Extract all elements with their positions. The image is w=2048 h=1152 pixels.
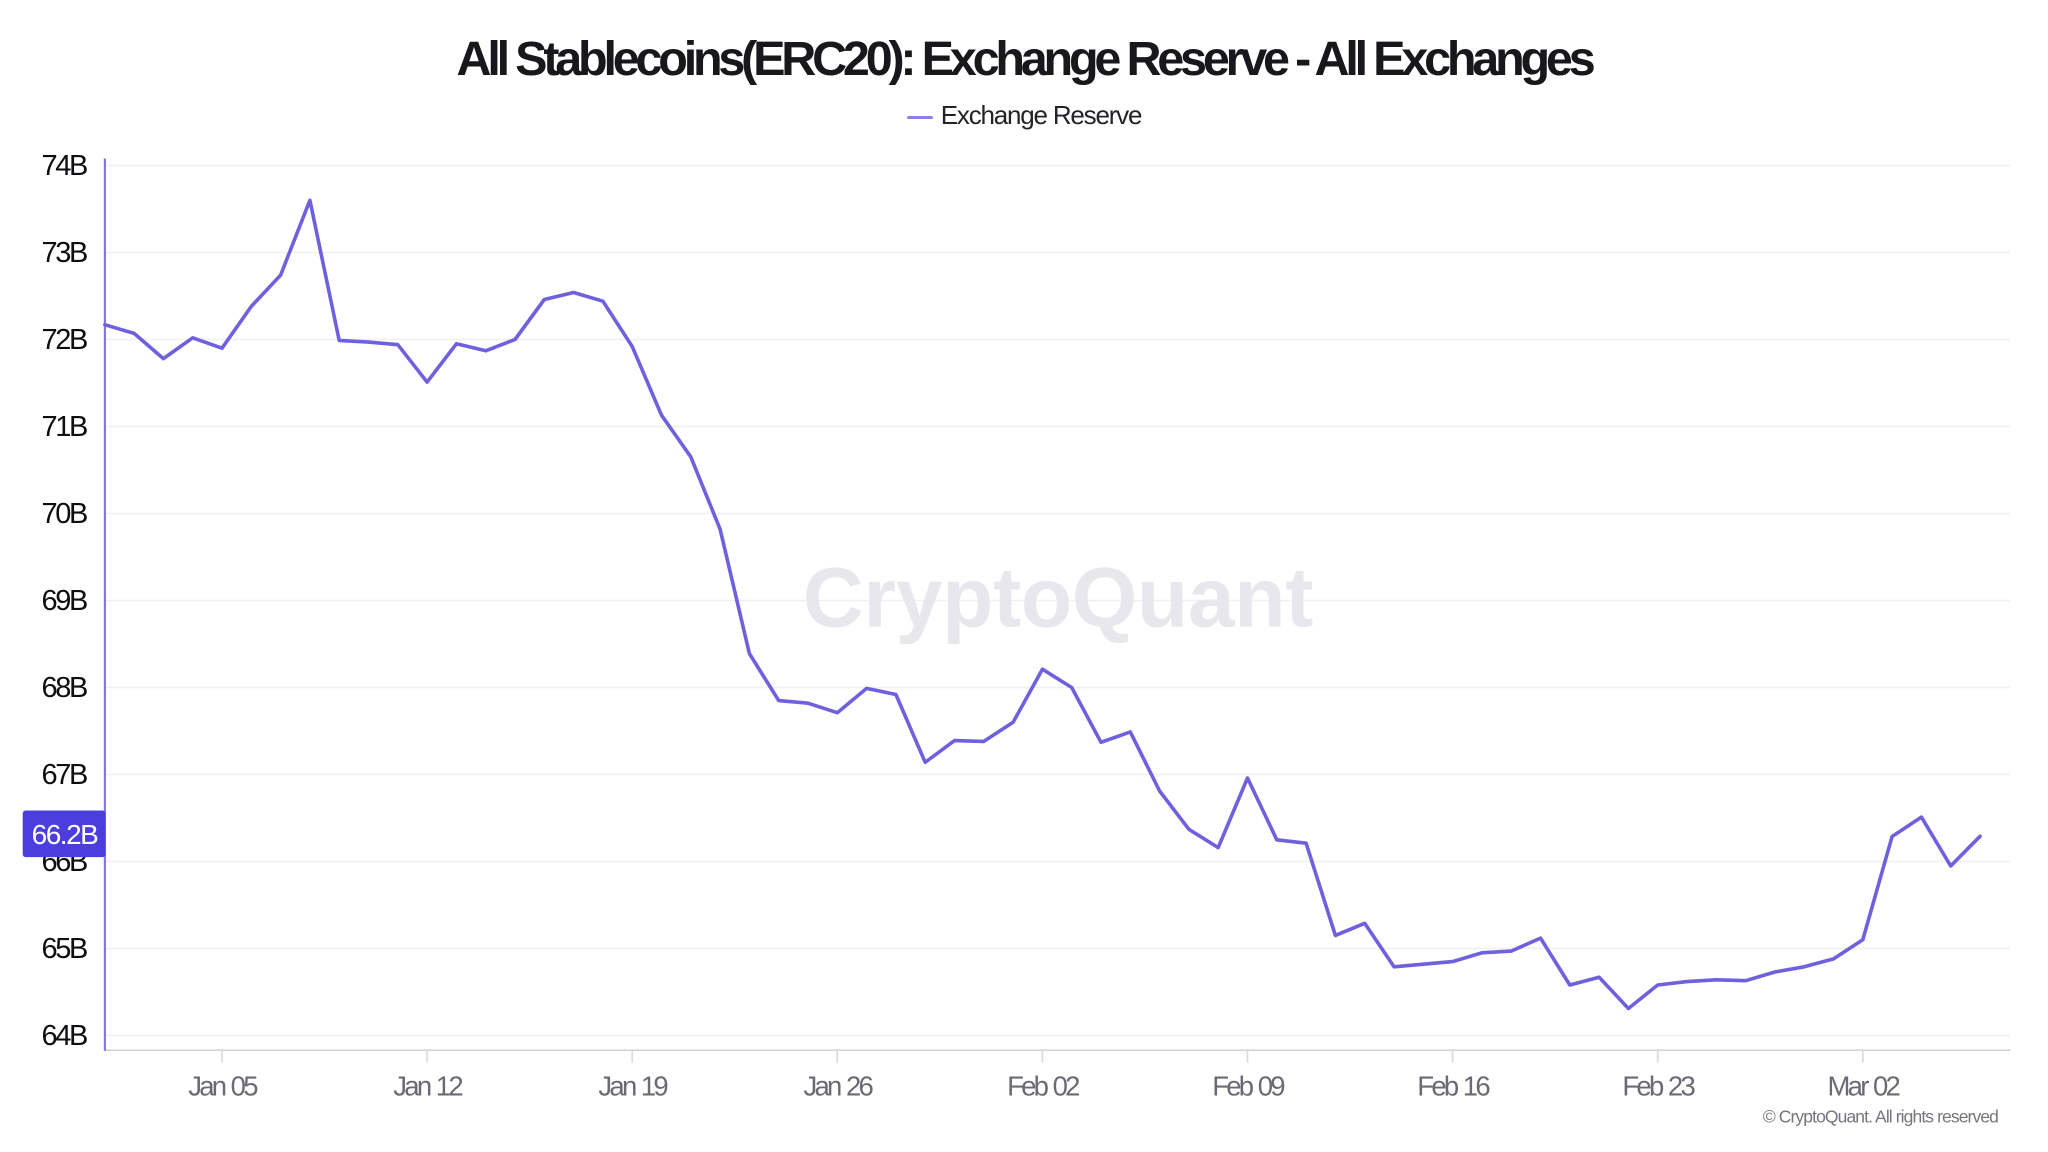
- svg-text:Jan 05: Jan 05: [188, 1071, 258, 1102]
- svg-text:CryptoQuant: CryptoQuant: [803, 551, 1313, 645]
- svg-text:Feb 16: Feb 16: [1417, 1071, 1490, 1102]
- svg-text:65B: 65B: [41, 933, 87, 965]
- svg-text:69B: 69B: [41, 585, 87, 617]
- svg-text:Feb 02: Feb 02: [1007, 1071, 1079, 1102]
- svg-text:Jan 12: Jan 12: [393, 1071, 462, 1102]
- svg-text:© CryptoQuant. All rights rese: © CryptoQuant. All rights reserved: [1763, 1107, 1998, 1127]
- svg-text:71B: 71B: [41, 411, 87, 443]
- svg-text:64B: 64B: [41, 1020, 87, 1052]
- svg-text:66.2B: 66.2B: [32, 819, 98, 850]
- svg-text:70B: 70B: [41, 498, 87, 530]
- svg-text:73B: 73B: [41, 237, 87, 269]
- svg-text:Feb 23: Feb 23: [1622, 1071, 1695, 1102]
- svg-text:74B: 74B: [41, 150, 87, 182]
- svg-text:Jan 26: Jan 26: [804, 1071, 874, 1102]
- svg-text:67B: 67B: [41, 759, 87, 791]
- svg-text:Mar 02: Mar 02: [1828, 1071, 1900, 1102]
- svg-text:Feb 09: Feb 09: [1212, 1071, 1284, 1102]
- svg-text:68B: 68B: [41, 672, 87, 704]
- svg-text:72B: 72B: [41, 324, 87, 356]
- svg-text:Jan 19: Jan 19: [598, 1071, 667, 1102]
